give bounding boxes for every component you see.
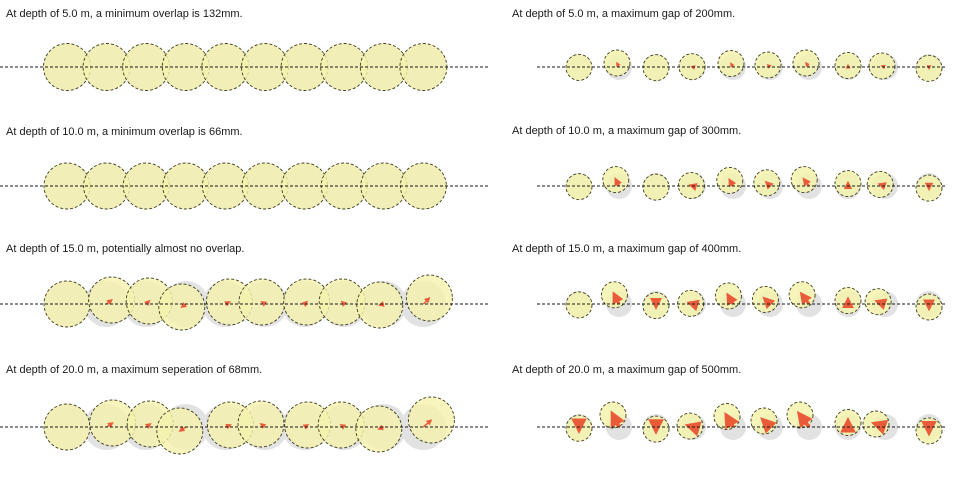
right-panel-1-label: At depth of 5.0 m, a maximum gap of 200m… bbox=[512, 8, 736, 20]
pile-circle bbox=[915, 174, 943, 202]
pile-circle bbox=[754, 51, 782, 79]
pile-circle bbox=[915, 54, 943, 82]
pile-circle bbox=[158, 283, 206, 331]
displacement-arrow bbox=[760, 417, 777, 434]
pile-circle bbox=[868, 52, 896, 80]
displacement-arrow bbox=[805, 61, 810, 68]
displacement-arrow bbox=[802, 177, 811, 187]
pile-circle bbox=[565, 414, 593, 442]
pile-circle bbox=[642, 415, 670, 443]
displacement-arrow bbox=[764, 180, 774, 190]
pile-circle bbox=[915, 417, 943, 445]
displacement-arrow bbox=[730, 62, 735, 68]
pile-circle bbox=[603, 49, 631, 77]
pile-circle bbox=[237, 400, 285, 448]
pile-circle bbox=[834, 287, 862, 314]
pile-circle bbox=[599, 401, 627, 429]
displacement-arrow bbox=[260, 300, 268, 307]
pile-circle bbox=[238, 278, 286, 326]
displacement-arrow bbox=[796, 410, 813, 429]
displacement-arrow bbox=[339, 423, 347, 430]
pile-circle bbox=[713, 403, 741, 430]
pile-circle bbox=[792, 49, 820, 77]
pile-circle bbox=[714, 282, 742, 310]
displacement-arrow bbox=[614, 177, 623, 187]
right-panel-4-label: At depth of 20.0 m, a maximum gap of 500… bbox=[512, 364, 742, 376]
right-panel-2-label: At depth of 10.0 m, a maximum gap of 300… bbox=[512, 125, 742, 137]
pile-circle bbox=[407, 396, 455, 444]
pile-circle bbox=[915, 293, 943, 321]
displacement-arrow bbox=[616, 61, 621, 68]
displacement-arrow bbox=[422, 297, 431, 305]
pile-circle bbox=[642, 54, 670, 82]
pile-circle bbox=[717, 50, 745, 77]
pile-circle bbox=[751, 285, 779, 313]
pile-circle bbox=[642, 173, 670, 201]
displacement-arrow bbox=[259, 422, 267, 429]
displacement-arrow bbox=[301, 300, 308, 307]
displacement-arrow bbox=[106, 298, 113, 306]
pile-circle bbox=[642, 292, 670, 320]
displacement-arrow bbox=[762, 296, 776, 310]
pile-circle bbox=[565, 291, 593, 319]
displacement-arrow bbox=[422, 419, 433, 428]
right-panel-3-label: At depth of 15.0 m, a maximum gap of 400… bbox=[512, 243, 742, 255]
pile-circle bbox=[866, 170, 894, 198]
displacement-arrow bbox=[610, 410, 625, 428]
pile-circle bbox=[355, 405, 403, 453]
pile-circle bbox=[753, 169, 781, 197]
pile-circle bbox=[565, 173, 593, 201]
pile-circle bbox=[356, 281, 404, 329]
displacement-arrow bbox=[612, 291, 624, 305]
pile-circle bbox=[834, 409, 862, 436]
displacement-arrow bbox=[106, 422, 114, 428]
pile-circle bbox=[602, 166, 630, 194]
pile-circle bbox=[834, 170, 862, 198]
displacement-arrow bbox=[799, 291, 812, 305]
displacement-arrow bbox=[726, 292, 738, 306]
pile-circle bbox=[156, 407, 204, 455]
pile-circle bbox=[750, 407, 778, 435]
left-panel-3-label: At depth of 15.0 m, potentially almost n… bbox=[6, 243, 245, 255]
pile-circle bbox=[716, 166, 744, 194]
pile-circle bbox=[864, 288, 892, 316]
pile-circle bbox=[834, 52, 862, 79]
displacement-arrow bbox=[728, 177, 737, 188]
displacement-arrow bbox=[724, 411, 739, 430]
pile-circle bbox=[790, 166, 818, 194]
left-panel-4-label: At depth of 20.0 m, a maximum seperation… bbox=[6, 364, 263, 376]
pile-circle bbox=[676, 412, 704, 440]
pile-circle bbox=[677, 289, 705, 317]
displacement-arrow bbox=[340, 300, 348, 307]
left-panel-2-label: At depth of 10.0 m, a minimum overlap is… bbox=[6, 126, 243, 138]
left-panel-1-label: At depth of 5.0 m, a minimum overlap is … bbox=[6, 8, 243, 20]
pile-circle bbox=[405, 274, 453, 322]
pile-circle bbox=[862, 410, 890, 438]
displacement-arrow bbox=[178, 426, 187, 432]
displacement-arrow bbox=[377, 424, 385, 431]
